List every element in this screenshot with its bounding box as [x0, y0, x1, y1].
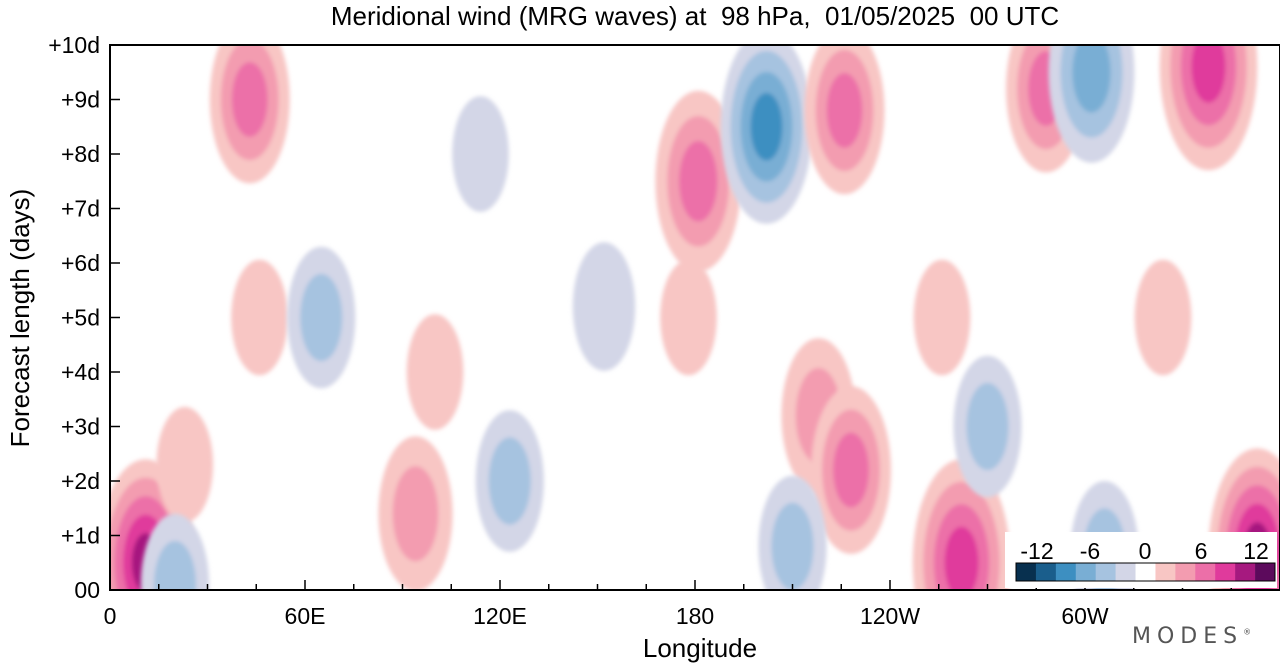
anomaly-feature: [231, 259, 288, 376]
anomaly-feature: [913, 259, 971, 376]
colorbar-swatch: [1175, 563, 1196, 581]
colorbar-swatch: [1235, 563, 1256, 581]
anomaly-feature: [452, 96, 509, 212]
y-tick-label: +4d: [61, 359, 100, 385]
anomaly-contour: [750, 93, 783, 161]
anomaly-feature: [406, 314, 464, 430]
anomaly-contour: [452, 96, 509, 212]
anomaly-feature: [758, 475, 827, 590]
axes: 0 60E 120E 180 120W 60W 00 +1d +2d +3d +4d +5d +6d +7…: [48, 32, 1280, 629]
colorbar-swatch: [1135, 563, 1156, 581]
anomaly-contour: [392, 466, 439, 562]
y-axis-label: Forecast length (days): [5, 188, 35, 448]
colorbar-label: -6: [1080, 538, 1100, 564]
colorbar-frame: [1015, 562, 1276, 582]
anomaly-contour: [231, 259, 288, 376]
anomaly-contour: [154, 540, 196, 590]
y-tick-label: +1d: [61, 523, 100, 549]
y-tick-label: +6d: [61, 250, 100, 276]
colorbar-swatch: [1095, 563, 1116, 581]
x-tick-label: 120E: [473, 603, 527, 629]
anomaly-feature: [655, 90, 742, 272]
colorbar-swatch: [1075, 563, 1096, 581]
colorbar-swatch: [1115, 563, 1136, 581]
anomaly-contour: [826, 73, 863, 148]
anomaly-contour: [966, 382, 1009, 471]
logo-text: MODES: [1132, 624, 1244, 649]
anomaly-contour: [679, 141, 718, 222]
anomaly-feature: [475, 410, 544, 552]
colorbar-label: 0: [1139, 538, 1152, 564]
colorbar-swatch: [1055, 563, 1077, 581]
colorbar-swatch: [1155, 563, 1176, 581]
anomaly-feature: [156, 406, 214, 523]
anomaly-feature: [140, 513, 210, 590]
anomaly-contour: [944, 526, 979, 590]
anomaly-feature: [378, 436, 453, 590]
anomaly-contour: [660, 259, 717, 376]
y-tick-label: +3d: [61, 414, 100, 440]
anomaly-feature: [287, 246, 356, 389]
x-tick-label: 180: [676, 603, 714, 629]
chart-title: Meridional wind (MRG waves) at 98 hPa, 0…: [330, 1, 1060, 31]
colorbar-swatch: [1215, 563, 1236, 581]
y-tick-label: +8d: [61, 141, 100, 167]
colorbar-swatch: [1195, 563, 1216, 581]
colorbar: -12 -6 0 6 12: [1005, 532, 1277, 588]
colorbar-label: 6: [1195, 538, 1208, 564]
y-tick-label: 00: [74, 577, 100, 603]
modes-logo: MODES®: [1132, 624, 1252, 649]
anomaly-feature: [572, 242, 636, 371]
anomaly-contour: [1191, 45, 1226, 103]
colorbar-swatch: [1255, 563, 1276, 581]
x-tick-label: 120W: [860, 603, 920, 629]
x-tick-label: 60E: [285, 603, 326, 629]
colorbar-label: -12: [1020, 538, 1053, 564]
y-tick-label: +9d: [61, 87, 100, 113]
anomaly-contour: [1134, 259, 1192, 376]
y-tick-label: +2d: [61, 468, 100, 494]
anomaly-contour: [771, 502, 814, 590]
anomaly-contour: [833, 432, 869, 508]
anomaly-feature: [1048, 45, 1135, 163]
x-tick-label: 60W: [1061, 603, 1109, 629]
anomaly-contour: [300, 273, 343, 362]
anomaly-contour: [1072, 45, 1111, 113]
anomaly-feature: [804, 45, 885, 195]
anomaly-feature: [953, 355, 1022, 498]
anomaly-feature: [811, 386, 891, 554]
anomaly-contour: [913, 259, 971, 376]
anomaly-contour: [406, 314, 464, 430]
colorbar-swatch: [1035, 563, 1057, 581]
y-tick-label: +7d: [61, 196, 100, 222]
colorbar-label: 12: [1243, 538, 1269, 564]
anomaly-contour: [572, 242, 636, 371]
y-tick-label: +10d: [48, 32, 100, 58]
y-tick-label: +5d: [61, 305, 100, 331]
anomaly-feature: [1159, 45, 1258, 171]
anomaly-contour: [231, 62, 268, 137]
anomaly-feature: [209, 45, 290, 184]
colorbar-swatch: [1016, 563, 1037, 581]
anomaly-feature: [660, 259, 717, 376]
anomaly-contour: [156, 406, 214, 523]
anomaly-contour: [488, 437, 531, 525]
x-tick-label: 0: [104, 603, 117, 629]
anomaly-feature: [1134, 259, 1192, 376]
anomaly-feature: [720, 45, 813, 224]
x-axis-label: Longitude: [642, 633, 758, 663]
